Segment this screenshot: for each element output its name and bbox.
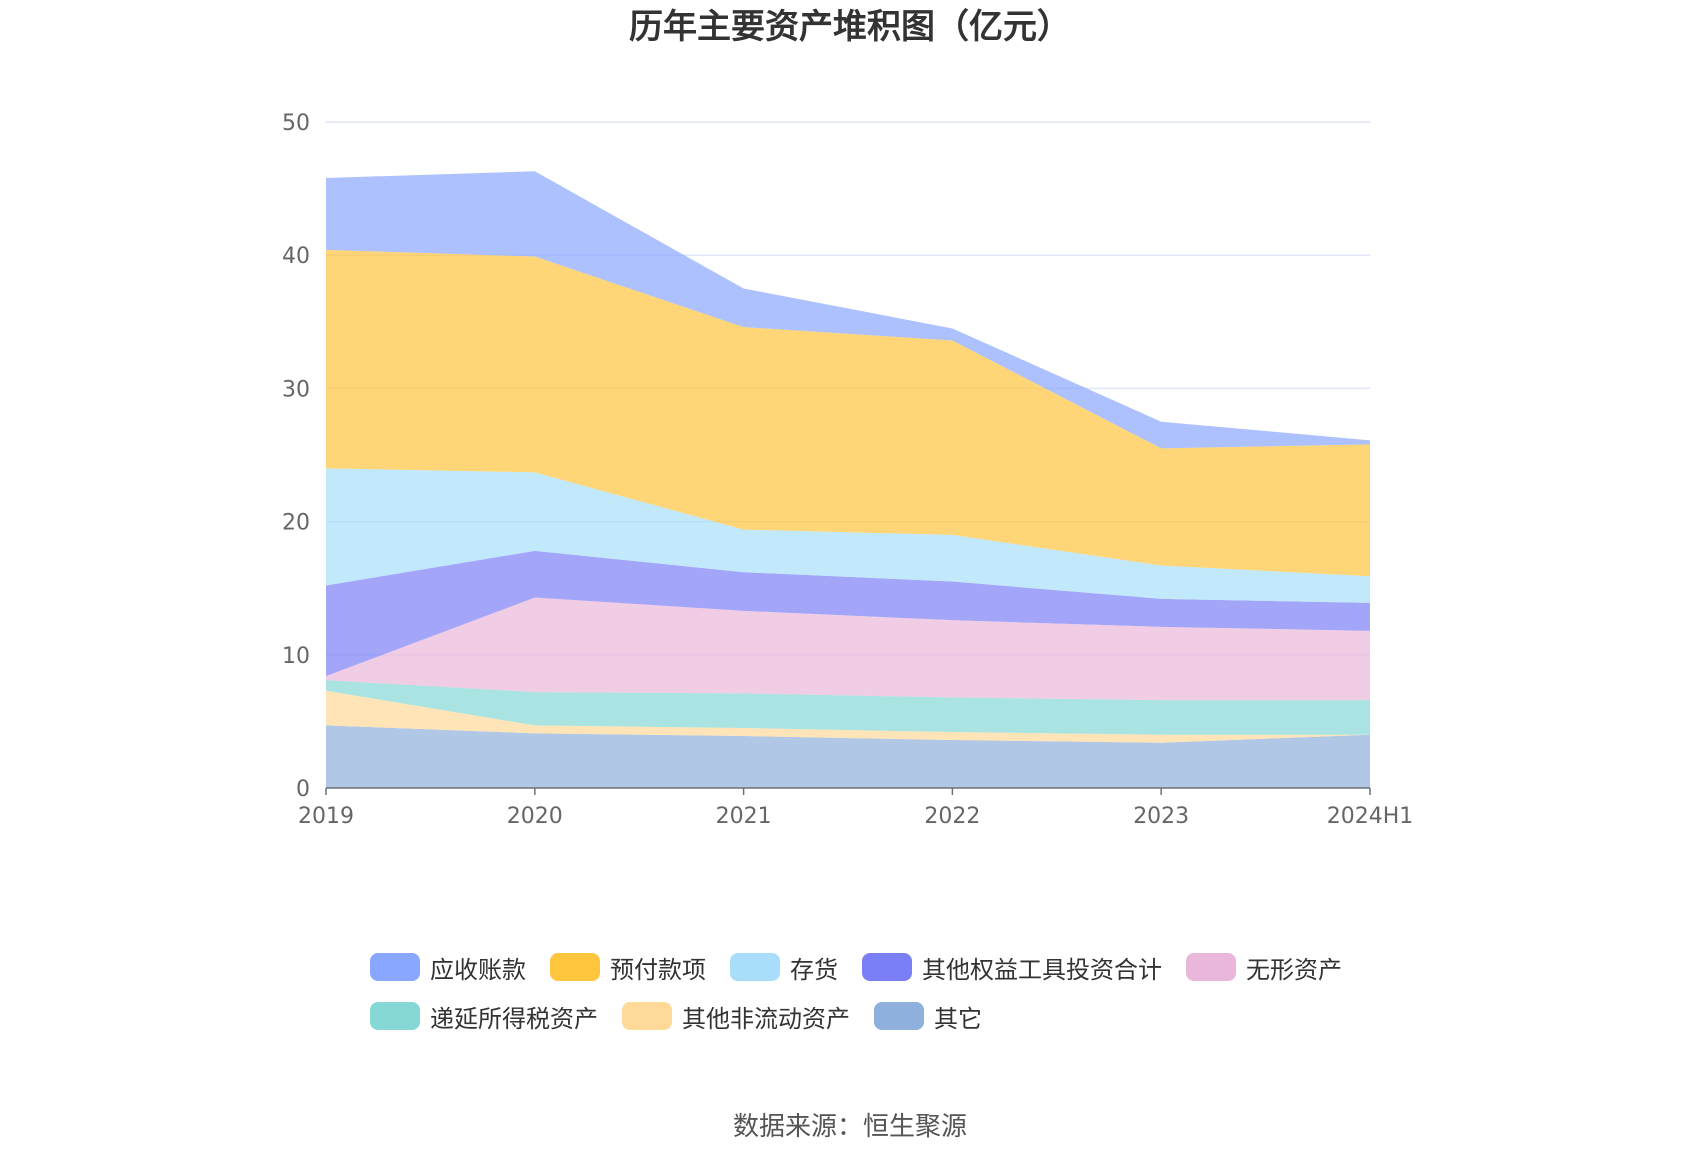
chart-title: 历年主要资产堆积图（亿元） [629,7,1071,47]
legend-label: 其它 [934,1004,982,1033]
legend-swatch [370,953,420,981]
legend-label: 应收账款 [430,955,526,984]
y-tick-label: 10 [282,644,310,669]
legend-label: 存货 [790,955,838,984]
y-tick-label: 20 [282,511,310,536]
area-series-4 [326,550,1370,677]
area-series-5 [326,468,1370,603]
y-tick-label: 0 [296,777,310,802]
legend-label: 其他非流动资产 [682,1004,850,1033]
legend-swatch [370,1002,420,1030]
legend-item[interactable]: 递延所得税资产 [370,999,598,1034]
y-tick-label: 30 [282,377,310,402]
legend-swatch [874,1002,924,1030]
x-tick-label: 2021 [716,804,772,829]
area-series-0 [326,725,1370,788]
legend-item[interactable]: 应收账款 [370,950,526,985]
source-note: 数据来源：恒生聚源 [732,1112,967,1142]
legend-swatch [730,953,780,981]
legend-swatch [1186,953,1236,981]
legend-item[interactable]: 其他权益工具投资合计 [862,950,1162,985]
area-series-7 [326,171,1370,449]
legend-item[interactable]: 存货 [730,950,838,985]
legend-item[interactable]: 预付款项 [550,950,706,985]
x-tick-label: 2022 [924,804,980,829]
legend-row: 递延所得税资产 其他非流动资产 其它 [370,999,1370,1034]
legend-label: 递延所得税资产 [430,1004,598,1033]
legend-label: 无形资产 [1246,955,1342,984]
axis-layer: 0 10 20 30 40 50 2019 2020 2021 2022 2023 2024H1 [282,111,1413,829]
area-series-6 [326,249,1370,577]
legend-item[interactable]: 无形资产 [1186,950,1342,985]
legend-label: 预付款项 [610,955,706,984]
area-series-3 [326,597,1370,701]
area-series-2 [326,680,1370,735]
area-layer [326,171,1370,788]
x-tick-label: 2020 [507,804,563,829]
area-series-1 [326,690,1370,743]
legend-label: 其他权益工具投资合计 [922,955,1162,984]
x-tick-label: 2023 [1133,804,1189,829]
legend-swatch [550,953,600,981]
x-tick-label: 2024H1 [1327,804,1414,829]
legend-item[interactable]: 其它 [874,999,982,1034]
y-tick-label: 40 [282,244,310,269]
legend-row: 应收账款 预付款项 存货 其他权益工具投资合计 无形资产 [370,950,1370,985]
legend-item[interactable]: 其他非流动资产 [622,999,850,1034]
legend-swatch [622,1002,672,1030]
y-tick-label: 50 [282,111,310,136]
x-tick-label: 2019 [298,804,354,829]
legend-swatch [862,953,912,981]
legend: 应收账款 预付款项 存货 其他权益工具投资合计 无形资产递延所得税资产 其他非流动资产 其它 [370,951,1370,1049]
